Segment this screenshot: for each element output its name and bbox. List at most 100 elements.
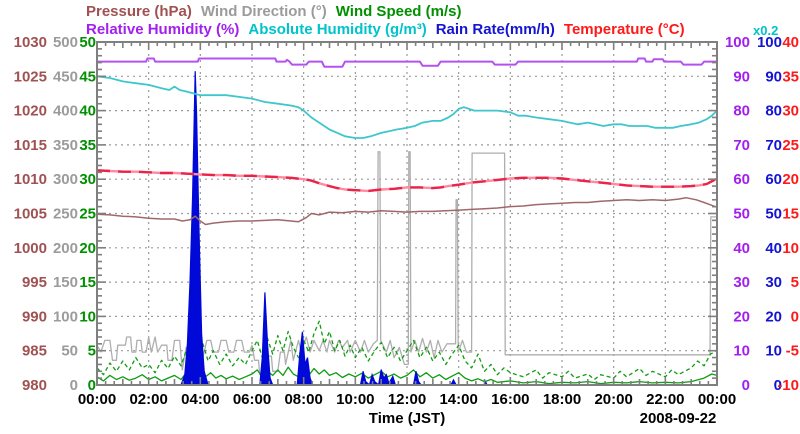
pressure-tick-label: 995 (22, 274, 47, 291)
time-tick-label: 18:00 (543, 391, 581, 408)
speed-tick-label: 35 (79, 137, 96, 154)
percent-tick-label: 30 (733, 274, 750, 291)
series-wind_direction (97, 151, 717, 379)
legend-absolute-humidity: Absolute Humidity (g/m³) (248, 21, 427, 38)
time-tick-label: 08:00 (284, 391, 322, 408)
speed-tick-label: 0 (88, 377, 96, 394)
pressure-tick-label: 1030 (14, 34, 47, 51)
pressure-tick-label: 1010 (14, 171, 47, 188)
rain-tick-label: 40 (765, 240, 782, 257)
x-axis-title: Time (JST) (369, 410, 445, 427)
time-tick-label: 02:00 (129, 391, 167, 408)
rain-tick-label: 80 (765, 103, 782, 120)
series-rain_rate (97, 71, 717, 385)
temp-tick-label: 25 (782, 137, 799, 154)
legend-wind-direction: Wind Direction (°) (200, 3, 327, 20)
pressure-tick-label: 1015 (14, 137, 47, 154)
direction-tick-label: 400 (53, 103, 78, 120)
pressure-tick-label: 1005 (14, 206, 47, 223)
percent-tick-label: 40 (733, 240, 750, 257)
direction-tick-label: 100 (53, 308, 78, 325)
pressure-tick-label: 1025 (14, 68, 47, 85)
temp-tick-label: 20 (782, 171, 799, 188)
legend-wind-speed: Wind Speed (m/s) (335, 3, 462, 20)
time-tick-label: 00:00 (698, 391, 736, 408)
time-tick-label: 20:00 (594, 391, 632, 408)
legend-rain-rate: Rain Rate(mm/h) (435, 21, 555, 38)
direction-tick-label: 0 (70, 377, 78, 394)
percent-tick-label: 80 (733, 103, 750, 120)
speed-tick-label: 10 (79, 308, 96, 325)
speed-tick-label: 50 (79, 34, 96, 51)
pressure-tick-label: 985 (22, 343, 47, 360)
temp-tick-label: 10 (782, 240, 799, 257)
rain-tick-label: 10 (765, 343, 782, 360)
speed-tick-label: 25 (79, 206, 96, 223)
speed-tick-label: 20 (79, 240, 96, 257)
absolute-humidity-scale-note: x0.2 (753, 23, 779, 38)
pressure-tick-label: 990 (22, 308, 47, 325)
rain-tick-label: 60 (765, 171, 782, 188)
rain-tick-label: 30 (765, 274, 782, 291)
percent-tick-label: 10 (733, 343, 750, 360)
temp-tick-label: 15 (782, 206, 799, 223)
temp-tick-label: -10 (777, 377, 799, 394)
direction-tick-label: 200 (53, 240, 78, 257)
legend-pressure: Pressure (hPa) (86, 3, 192, 20)
percent-tick-label: 100 (725, 34, 750, 51)
legend-relative-humidity: Relative Humidity (%) (86, 21, 240, 38)
direction-tick-label: 500 (53, 34, 78, 51)
rain-tick-label: 100 (757, 34, 782, 51)
time-tick-label: 10:00 (336, 391, 374, 408)
speed-tick-label: 30 (79, 171, 96, 188)
speed-tick-label: 40 (79, 103, 96, 120)
pressure-tick-label: 980 (22, 377, 47, 394)
legend-row-1: Pressure (hPa) Wind Direction (°) Wind S… (86, 3, 461, 20)
rain-tick-label: 0 (774, 377, 782, 394)
percent-tick-label: 70 (733, 137, 750, 154)
axis-ticks (97, 42, 717, 385)
legend-temperature: Temperature (°C) (563, 21, 685, 38)
direction-tick-label: 150 (53, 274, 78, 291)
percent-tick-label: 20 (733, 308, 750, 325)
percent-tick-label: 60 (733, 171, 750, 188)
x-axis-labels: 00:00 02:00 04:00 06:00 08:00 10:00 12:00 14:00… (78, 391, 736, 427)
pressure-tick-label: 1000 (14, 240, 47, 257)
temp-tick-label: 35 (782, 68, 799, 85)
speed-tick-label: 5 (88, 343, 96, 360)
temp-tick-label: 30 (782, 103, 799, 120)
direction-tick-label: 50 (61, 343, 78, 360)
time-tick-label: 14:00 (439, 391, 477, 408)
temp-tick-label: 40 (782, 34, 799, 51)
direction-tick-label: 350 (53, 137, 78, 154)
time-tick-label: 00:00 (78, 391, 116, 408)
series-relative_humidity (97, 57, 717, 68)
series-temperature (97, 169, 717, 193)
series-pressure (97, 196, 717, 226)
direction-tick-label: 450 (53, 68, 78, 85)
rain-tick-label: 20 (765, 308, 782, 325)
time-tick-label: 04:00 (181, 391, 219, 408)
temp-tick-label: 0 (791, 308, 799, 325)
series-absolute_humidity (97, 75, 717, 139)
direction-tick-label: 300 (53, 171, 78, 188)
legend-row-2: Relative Humidity (%) Absolute Humidity … (86, 21, 685, 38)
percent-tick-label: 0 (742, 377, 750, 394)
temp-tick-label: -5 (786, 343, 799, 360)
percent-tick-label: 90 (733, 68, 750, 85)
speed-tick-label: 45 (79, 68, 96, 85)
temp-tick-label: 5 (791, 274, 799, 291)
time-tick-label: 06:00 (233, 391, 271, 408)
rain-tick-label: 90 (765, 68, 782, 85)
series-layer (97, 57, 717, 385)
direction-tick-label: 250 (53, 206, 78, 223)
time-tick-label: 12:00 (388, 391, 426, 408)
percent-tick-label: 50 (733, 206, 750, 223)
date-label: 2008-09-22 (640, 410, 717, 427)
time-tick-label: 16:00 (491, 391, 529, 408)
speed-tick-label: 15 (79, 274, 96, 291)
pressure-tick-label: 1020 (14, 103, 47, 120)
